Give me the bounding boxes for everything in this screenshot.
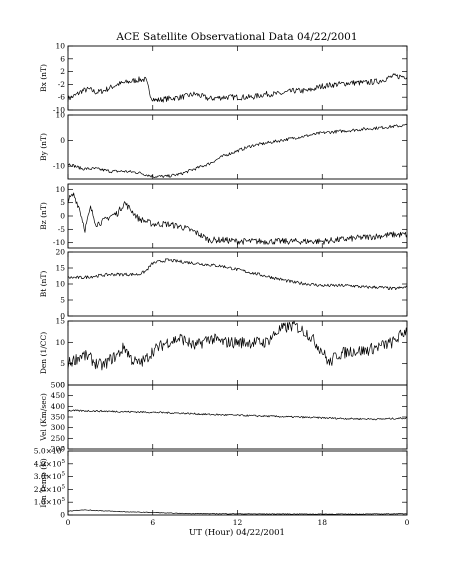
y-tick-label: 400 <box>51 402 66 411</box>
y-tick-exponent: 5 <box>62 472 66 478</box>
y-axis-label: Ion Temp (K) <box>39 458 48 507</box>
x-tick-label: 12 <box>233 518 243 527</box>
y-axis-label: By (nT) <box>39 133 48 161</box>
y-tick-exponent: 5 <box>62 459 66 465</box>
y-tick-label: 5 <box>60 296 65 305</box>
panel-5: 0 5 10 15 Den (1/CC) <box>39 317 408 390</box>
y-tick-label: 0 <box>60 511 65 520</box>
y-axis-label: Den (1/CC) <box>39 332 48 374</box>
y-tick-label: 0 <box>60 381 65 390</box>
panel-2: -10 0 10 By (nT) <box>39 111 408 180</box>
y-tick-label: 10 <box>55 42 65 51</box>
y-tick-label: 20 <box>55 248 65 257</box>
y-tick-label: 450 <box>51 391 66 400</box>
y-tick-exponent: 5 <box>62 446 66 452</box>
y-axis-label: Bz (nT) <box>39 202 48 230</box>
y-axis-label: Bx (nT) <box>39 64 48 92</box>
y-tick-label: 1.0×105 <box>34 497 66 507</box>
y-tick-label: 2.0×105 <box>34 484 66 494</box>
y-tick-label: 0 <box>60 212 65 221</box>
y-axis-label: Bt (nT) <box>39 271 48 298</box>
y-tick-label: -5 <box>58 225 66 234</box>
y-tick-label: -10 <box>53 162 65 171</box>
x-tick-label: 0 <box>66 518 71 527</box>
series-line <box>67 123 408 178</box>
x-tick-label: 6 <box>150 518 155 527</box>
y-tick-label: -6 <box>58 93 66 102</box>
y-tick-label: 250 <box>51 434 66 443</box>
panel-4: 0 5 10 15 20 Bt (nT) <box>39 248 408 321</box>
y-tick-label: 0 <box>60 312 65 321</box>
x-tick-label: 18 <box>317 518 327 527</box>
panel-frame <box>67 384 408 450</box>
panel-frame <box>67 450 408 516</box>
y-tick-label: 10 <box>55 111 65 120</box>
y-tick-label: 500 <box>51 381 66 390</box>
y-tick-exponent: 5 <box>62 484 66 490</box>
panel-1: -10 -6 -2 2 6 10 Bx (nT) <box>39 42 408 115</box>
y-tick-label: 5 <box>60 198 65 207</box>
series-line <box>67 320 408 371</box>
panel-frame <box>67 114 408 180</box>
x-tick-label: 0 <box>405 518 410 527</box>
x-axis-label: UT (Hour) 04/22/2001 <box>189 527 285 538</box>
y-tick-label: 2 <box>60 67 65 76</box>
panel-frame <box>67 45 408 111</box>
y-tick-label: -10 <box>53 106 65 115</box>
panel-frame <box>67 251 408 317</box>
y-tick-label: 5.0×105 <box>34 446 66 456</box>
series-line <box>67 258 408 291</box>
y-tick-label: 200 <box>51 445 66 454</box>
y-tick-label: 10 <box>55 185 65 194</box>
y-tick-label: 10 <box>55 280 65 289</box>
y-tick-label: -10 <box>53 238 65 247</box>
panels-group: -10 -6 -2 2 6 10 Bx (nT) -10 0 10 By (nT) -10 -5 0 5 10… <box>34 42 410 528</box>
y-tick-label: 5 <box>60 359 65 368</box>
y-tick-exponent: 5 <box>62 497 66 503</box>
y-tick-label: 350 <box>51 413 66 422</box>
y-tick-label: 0 <box>60 136 65 145</box>
panel-7: 0 1.0×105 2.0×105 3.0×105 4.0×105 5.0×105 Ion … <box>34 446 410 527</box>
y-tick-label: -2 <box>58 80 66 89</box>
y-tick-label: 15 <box>55 264 65 273</box>
y-tick-label: 6 <box>60 54 65 63</box>
panel-3: -10 -5 0 5 10 Bz (nT) <box>39 183 408 249</box>
y-tick-label: 4.0×105 <box>34 459 66 469</box>
figure-title: ACE Satellite Observational Data 04/22/2… <box>115 31 357 43</box>
series-line <box>67 509 408 515</box>
series-line <box>67 192 408 245</box>
y-tick-label: 15 <box>55 317 65 326</box>
y-tick-label: 3.0×105 <box>34 472 66 482</box>
y-tick-label: 300 <box>51 423 66 432</box>
series-line <box>67 409 408 421</box>
series-line <box>67 73 408 103</box>
y-axis-label: Vel (Km/sec) <box>39 393 48 442</box>
y-tick-label: 10 <box>55 338 65 347</box>
